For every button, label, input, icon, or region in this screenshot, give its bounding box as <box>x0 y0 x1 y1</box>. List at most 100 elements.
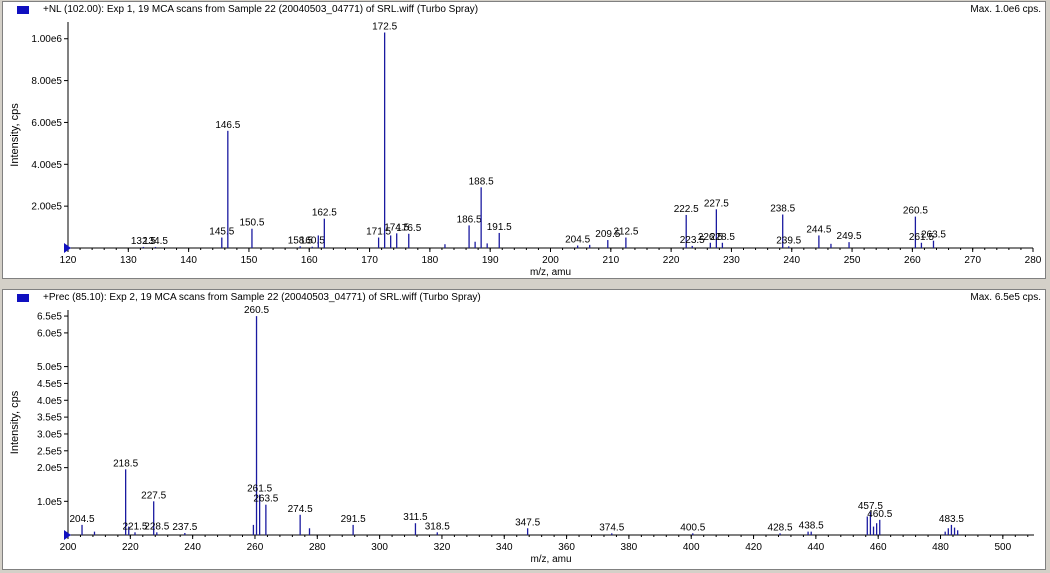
peak-label: 158.5 <box>288 235 313 246</box>
series-marker-icon <box>17 6 29 14</box>
x-tick-label: 200 <box>60 542 77 553</box>
peak-label: 438.5 <box>799 521 824 532</box>
origin-marker-icon <box>64 530 71 540</box>
y-tick-label: 4.0e5 <box>37 396 62 407</box>
x-axis-label: m/z, amu <box>530 267 571 278</box>
peak-label: 460.5 <box>867 509 892 520</box>
peak-label: 204.5 <box>565 234 590 245</box>
peak-label: 228.5 <box>710 232 735 243</box>
peak-label: 227.5 <box>704 198 729 209</box>
peak-label: 483.5 <box>939 514 964 525</box>
peak-label: 347.5 <box>515 517 540 528</box>
y-tick-label: 2.0e5 <box>37 463 62 474</box>
x-tick-label: 500 <box>994 542 1011 553</box>
peak-label: 227.5 <box>141 490 166 501</box>
peak-label: 218.5 <box>113 458 138 469</box>
x-tick-label: 480 <box>932 542 949 553</box>
peak-label: 186.5 <box>457 214 482 225</box>
spectrum-pane-top: +NL (102.00): Exp 1, 19 MCA scans from S… <box>2 1 1046 279</box>
peak-label: 226.5 <box>698 232 723 243</box>
peak-label: 318.5 <box>425 521 450 532</box>
peak-label: 176.5 <box>396 223 421 234</box>
y-tick-label: 6.5e5 <box>37 312 62 323</box>
x-tick-label: 240 <box>184 542 201 553</box>
peak-label: 212.5 <box>613 227 638 238</box>
peak-label: 244.5 <box>806 224 831 235</box>
peak-label: 146.5 <box>215 120 240 131</box>
x-tick-label: 180 <box>422 255 439 266</box>
x-tick-label: 120 <box>60 255 77 266</box>
x-tick-label: 300 <box>371 542 388 553</box>
peak-label: 249.5 <box>837 231 862 242</box>
y-tick-label: 3.5e5 <box>37 413 62 424</box>
peak-label: 132.5 <box>131 236 156 247</box>
peak-label: 261.5 <box>909 232 934 243</box>
x-tick-label: 320 <box>434 542 451 553</box>
spectrum-plot-top[interactable]: 120 130 140 150 160 170 180 190 200 210 220 230 240 2… <box>3 2 1045 278</box>
y-tick-label: 1.0e5 <box>37 497 62 508</box>
x-tick-label: 170 <box>361 255 378 266</box>
x-tick-label: 400 <box>683 542 700 553</box>
peak-label: 261.5 <box>247 484 272 495</box>
x-tick-label: 130 <box>120 255 137 266</box>
peak-label: 239.5 <box>776 235 801 246</box>
peak-label: 174.5 <box>384 222 409 233</box>
x-tick-label: 460 <box>870 542 887 553</box>
x-tick-label: 280 <box>309 542 326 553</box>
peak-label: 134.5 <box>143 236 168 247</box>
x-tick-label: 140 <box>180 255 197 266</box>
peak-label: 374.5 <box>599 522 624 533</box>
peak-label: 260.5 <box>903 206 928 217</box>
y-tick-label: 2.5e5 <box>37 446 62 457</box>
y-tick-label: 5.0e5 <box>37 362 62 373</box>
peak-label: 228.5 <box>144 521 169 532</box>
y-tick-label: 3.0e5 <box>37 429 62 440</box>
peak-label: 237.5 <box>172 522 197 533</box>
x-tick-label: 260 <box>247 542 264 553</box>
peak-label: 263.5 <box>921 230 946 241</box>
y-tick-label: 6.0e5 <box>37 328 62 339</box>
peak-label: 457.5 <box>858 501 883 512</box>
peak-label: 222.5 <box>674 204 699 215</box>
pane-title: +NL (102.00): Exp 1, 19 MCA scans from S… <box>43 4 479 15</box>
x-tick-label: 380 <box>621 542 638 553</box>
x-tick-label: 190 <box>482 255 499 266</box>
peak-label: 400.5 <box>680 522 705 533</box>
spectrum-pane-bottom: +Prec (85.10): Exp 2, 19 MCA scans from … <box>2 289 1046 570</box>
y-tick-label: 6.00e5 <box>31 118 62 129</box>
peak-label: 191.5 <box>487 222 512 233</box>
y-tick-label: 4.5e5 <box>37 379 62 390</box>
peak-label: 428.5 <box>768 522 793 533</box>
x-tick-label: 240 <box>783 255 800 266</box>
peak-label: 263.5 <box>253 494 278 505</box>
x-tick-label: 340 <box>496 542 513 553</box>
peak-label: 160.5 <box>300 236 325 247</box>
peak-label: 223.5 <box>680 235 705 246</box>
x-tick-label: 270 <box>964 255 981 266</box>
peak-label: 209.5 <box>595 229 620 240</box>
x-tick-label: 220 <box>122 542 139 553</box>
spectrum-plot-bottom[interactable]: 200 220 240 260 280 300 320 340 360 380 400 420 440 4… <box>3 290 1045 569</box>
x-tick-label: 200 <box>542 255 559 266</box>
x-axis-label: m/z, amu <box>530 554 571 565</box>
peak-label: 221.5 <box>122 521 147 532</box>
peak-label: 238.5 <box>770 204 795 215</box>
peak-label: 162.5 <box>312 208 337 219</box>
x-tick-label: 220 <box>663 255 680 266</box>
peak-label: 150.5 <box>239 218 264 229</box>
peak-label: 188.5 <box>469 176 494 187</box>
x-tick-label: 280 <box>1025 255 1042 266</box>
peak-label: 291.5 <box>341 514 366 525</box>
y-axis-label: Intensity, cps <box>9 390 21 454</box>
y-tick-label: 8.00e5 <box>31 76 62 87</box>
x-tick-label: 440 <box>808 542 825 553</box>
max-intensity-label: Max. 1.0e6 cps. <box>970 4 1041 15</box>
max-intensity-label: Max. 6.5e5 cps. <box>970 292 1041 303</box>
x-tick-label: 230 <box>723 255 740 266</box>
pane-title: +Prec (85.10): Exp 2, 19 MCA scans from … <box>43 292 481 303</box>
peak-label: 171.5 <box>366 227 391 238</box>
x-tick-label: 160 <box>301 255 318 266</box>
y-axis-label: Intensity, cps <box>9 103 21 167</box>
peak-label: 311.5 <box>403 512 428 523</box>
x-tick-label: 420 <box>745 542 762 553</box>
